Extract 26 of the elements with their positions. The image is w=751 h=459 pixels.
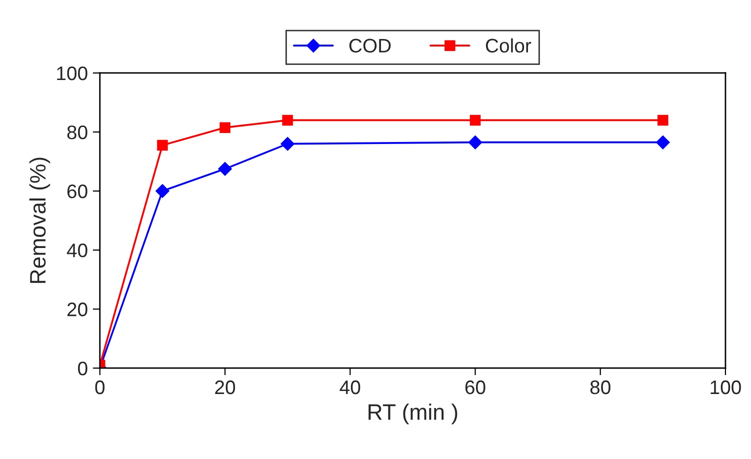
point [156, 184, 170, 198]
x-tick-label: 80 [590, 380, 610, 394]
point [656, 135, 670, 150]
point [157, 140, 168, 151]
point [658, 114, 668, 126]
point [282, 114, 293, 126]
x-tick-label: 0 [95, 380, 105, 394]
y-axis-title: Removal (%) [29, 158, 50, 283]
point [468, 135, 482, 150]
x-tick-label: 40 [340, 380, 360, 394]
x-axis-title: RT (min ) [368, 404, 458, 424]
y-tick-label: 80 [67, 125, 88, 140]
point [218, 162, 232, 176]
y-tick-label: 100 [57, 66, 88, 80]
point [470, 114, 481, 126]
y-tick-label: 0 [78, 362, 88, 376]
y-tick-label: 60 [67, 184, 88, 198]
x-tick-label: 60 [465, 380, 486, 394]
legend-label: Color [486, 38, 532, 53]
point [280, 136, 294, 151]
x-tick-label: 100 [710, 380, 741, 394]
x-tick-label: 20 [215, 380, 236, 394]
y-tick-label: 40 [66, 244, 88, 258]
legend-label: COD [349, 38, 391, 53]
point [220, 122, 230, 133]
y-tick-label: 20 [67, 302, 88, 316]
